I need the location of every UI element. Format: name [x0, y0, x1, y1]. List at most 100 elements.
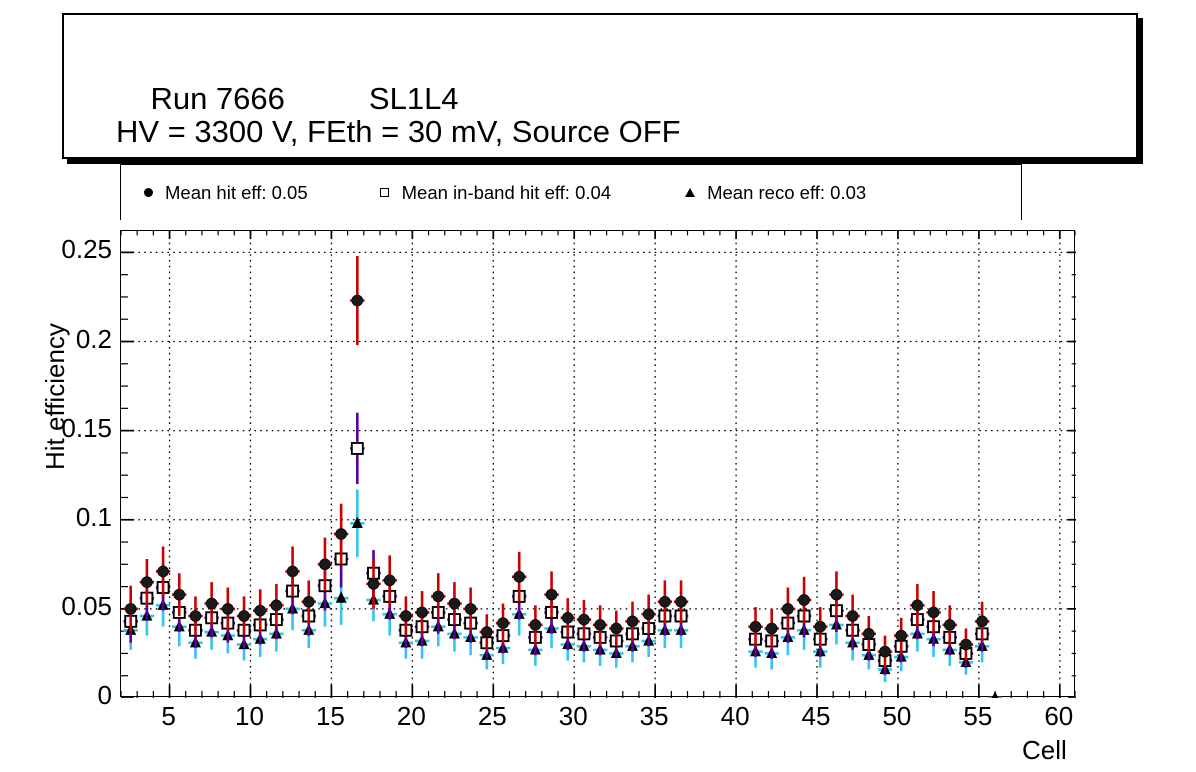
- data-point: [317, 537, 333, 592]
- data-point: [748, 607, 763, 647]
- hit-eff-marker: [383, 574, 396, 587]
- data-point: [139, 558, 155, 606]
- hit-eff-marker: [830, 588, 843, 601]
- hit-eff-marker: [911, 599, 924, 612]
- x-axis-title: Cell: [1022, 735, 1067, 765]
- data-point: [382, 555, 397, 606]
- data-point: [560, 598, 575, 638]
- data-point: [926, 591, 941, 634]
- plot-frame: [120, 230, 1076, 698]
- run-label: Run 7666: [150, 81, 285, 116]
- hit-eff-marker: [416, 606, 428, 619]
- data-point: [528, 605, 543, 645]
- data-point: [236, 596, 252, 636]
- hit-eff-marker: [157, 565, 169, 578]
- x-tick-label: 60: [1044, 701, 1074, 731]
- title-info-box: Run 7666 SL1L4 HV = 3300 V, FEth = 30 mV,…: [62, 13, 1138, 159]
- hit-eff-marker: [594, 619, 606, 631]
- superlayer-label: SL1L4: [368, 81, 459, 116]
- hit-eff-marker: [659, 595, 671, 608]
- hit-eff-marker: [782, 603, 794, 615]
- reco-eff-marker: [335, 591, 347, 603]
- hit-eff-marker: [400, 610, 412, 622]
- data-point: [845, 594, 860, 638]
- hit-eff-marker: [238, 610, 250, 622]
- hit-eff-marker: [513, 570, 525, 583]
- hit-eff-marker: [173, 588, 186, 601]
- data-point: [877, 635, 893, 668]
- data-point: [447, 582, 462, 625]
- y-tick-label: 0: [97, 680, 112, 710]
- data-point: [253, 589, 268, 633]
- hit-eff-marker: [286, 565, 299, 578]
- hit-eff-marker: [943, 619, 956, 631]
- data-point: [479, 614, 495, 650]
- hit-eff-marker: [448, 597, 461, 610]
- x-tick-label: 5: [161, 701, 176, 731]
- hit-eff-marker: [675, 595, 687, 608]
- data-point: [942, 605, 957, 645]
- legend-entry-hit-eff: Mean hit eff: 0.05: [131, 182, 308, 204]
- axis-ticks: [121, 231, 1076, 698]
- x-tick-label: 15: [315, 701, 345, 731]
- data-point: [333, 503, 349, 565]
- data-point: [780, 587, 796, 631]
- data-point: [576, 599, 592, 640]
- data-point: [123, 585, 138, 633]
- hit-eff-marker: [335, 528, 347, 540]
- hit-eff-marker: [749, 620, 762, 633]
- hit-eff-marker: [863, 628, 875, 640]
- x-tick-label: 25: [477, 701, 507, 731]
- inband-eff-marker: [350, 442, 364, 455]
- x-tick-label: 50: [882, 701, 912, 731]
- data-point: [829, 571, 844, 618]
- hit-eff-marker: [270, 599, 283, 612]
- data-point: [350, 255, 365, 346]
- data-point: [592, 605, 608, 645]
- hit-eff-marker: [432, 590, 445, 603]
- hit-eff-marker: [205, 597, 218, 610]
- filled-triangle-marker-icon: [673, 188, 707, 197]
- legend-label-inband-hit-eff: Mean in-band hit eff: 0.04: [401, 181, 612, 203]
- data-point: [861, 616, 877, 652]
- data-point: [269, 583, 284, 627]
- hit-eff-marker: [561, 611, 574, 624]
- data-point: [641, 594, 656, 634]
- hit-eff-marker: [497, 617, 509, 629]
- data-point: [398, 596, 414, 636]
- hit-eff-marker: [464, 603, 477, 615]
- data-point: [974, 601, 990, 641]
- hit-eff-marker: [189, 610, 202, 622]
- y-tick-label: 0.2: [75, 323, 112, 354]
- reco-eff-marker: [351, 516, 363, 528]
- hit-eff-marker: [879, 645, 891, 658]
- hit-eff-marker: [141, 576, 153, 588]
- y-tick-label: 0.25: [61, 234, 112, 265]
- hit-eff-marker: [642, 608, 655, 621]
- data-point: [188, 596, 203, 636]
- x-tick-label: 45: [801, 701, 831, 731]
- data-point: [958, 628, 974, 661]
- hit-eff-marker: [814, 620, 827, 633]
- legend-entry-inband-hit-eff: Mean in-band hit eff: 0.04: [368, 182, 611, 204]
- x-tick-label: 35: [639, 701, 669, 731]
- hit-eff-marker: [765, 622, 778, 635]
- x-tick-label: 30: [558, 701, 588, 731]
- data-point: [366, 558, 381, 609]
- hit-eff-marker: [124, 603, 137, 615]
- legend: Mean hit eff: 0.05 Mean in-band hit eff:…: [120, 164, 1022, 220]
- data-point: [544, 571, 559, 618]
- data-point: [463, 587, 478, 631]
- data-point: [910, 583, 925, 627]
- hit-eff-marker: [481, 626, 493, 638]
- data-point: [350, 489, 365, 558]
- hit-eff-marker: [351, 294, 364, 307]
- data-point: [155, 546, 171, 597]
- data-point: [431, 573, 446, 620]
- hit-eff-marker: [798, 594, 810, 606]
- hit-eff-marker: [222, 603, 234, 615]
- legend-label-reco-eff: Mean reco eff: 0.03: [707, 181, 867, 203]
- legend-entry-reco-eff: Mean reco eff: 0.03: [673, 182, 866, 204]
- hit-eff-marker: [578, 613, 590, 626]
- y-tick-label: 0.15: [61, 412, 112, 443]
